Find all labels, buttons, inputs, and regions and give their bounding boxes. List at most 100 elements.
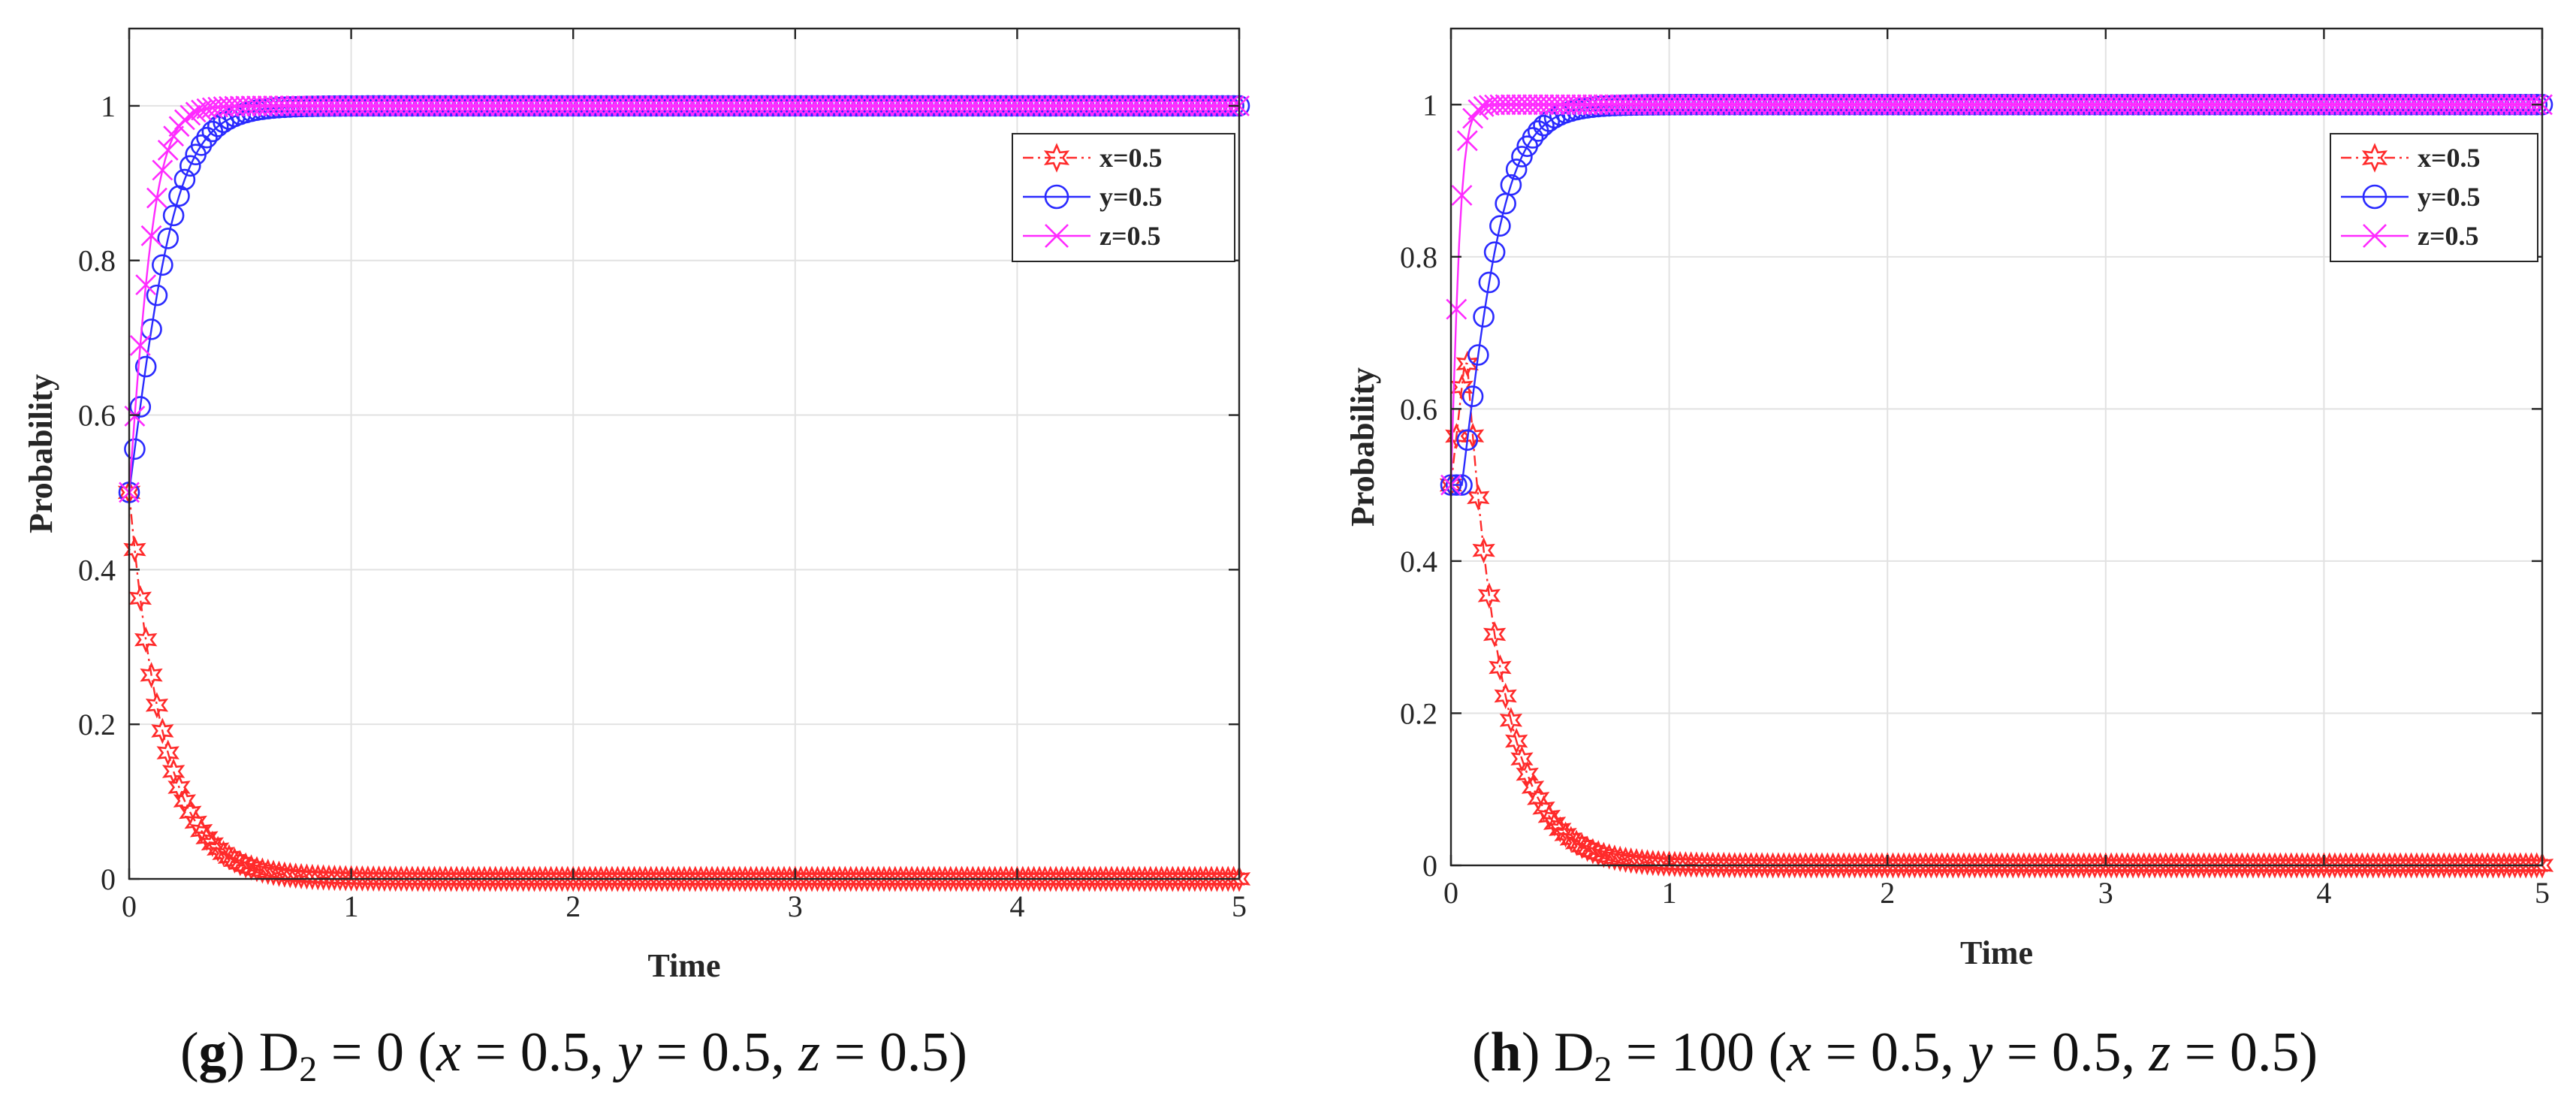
series-z05-marker-83 (579, 95, 601, 116)
series-y05-marker-1 (124, 438, 146, 460)
series-x05-marker-6 (151, 717, 174, 744)
y-tick-label-0: 0 (1422, 849, 1437, 883)
series-z05-marker-194 (2499, 94, 2520, 116)
series-z05-marker-56 (429, 95, 451, 116)
series-z05-marker-192 (2487, 94, 2509, 116)
y-tick-label-1: 0.2 (1400, 696, 1437, 730)
series-z05-marker-5 (1467, 99, 1489, 120)
series-z05-marker-126 (2128, 94, 2149, 116)
series-z05-marker-61 (1773, 94, 1795, 116)
series-z05-marker-30 (1604, 94, 1625, 116)
x-tick-label-1: 1 (1662, 876, 1677, 910)
series-z05-marker-106 (707, 95, 728, 116)
series-y05-marker-15 (1522, 127, 1544, 149)
series-z05-marker-41 (346, 95, 367, 116)
series-z05-marker-129 (2144, 94, 2166, 116)
series-z05-marker-21 (235, 95, 257, 117)
series-z05-marker-64 (1790, 94, 1811, 116)
series-z05-marker-74 (529, 95, 550, 116)
series-z05-marker-124 (807, 95, 828, 116)
legend-1-marker-0 (2362, 184, 2387, 210)
legend-label-0: x=0.5 (2418, 143, 2481, 173)
series-z05-marker-100 (674, 95, 695, 116)
series-z05-marker-190 (1173, 95, 1195, 116)
series-z05-marker-176 (2400, 94, 2422, 116)
series-z05-marker-122 (795, 95, 817, 116)
series-z05-marker-55 (424, 95, 445, 116)
series-z05-marker-198 (1217, 95, 1239, 116)
series-z05-marker-41 (1664, 94, 1685, 116)
series-x05-marker-10 (1494, 682, 1517, 709)
series-z05-marker-62 (463, 95, 484, 116)
series-z05-marker-57 (1751, 94, 1773, 116)
series-z05-marker-51 (1718, 94, 1740, 116)
series-z05-marker-77 (546, 95, 567, 116)
series-x05-marker-18 (217, 844, 241, 871)
series-x05-marker-1 (123, 536, 146, 563)
legend-label-0: x=0.5 (1099, 143, 1163, 173)
series-x05-marker-14 (1516, 761, 1539, 788)
series-z05-marker-126 (818, 95, 840, 116)
series-z05-marker-1 (124, 405, 146, 427)
series-z05-marker-135 (2176, 94, 2198, 116)
x-tick-label-5: 5 (2535, 876, 2550, 910)
series-z05-marker-174 (2390, 94, 2412, 116)
series-z05-marker-65 (479, 95, 501, 116)
series-y05-marker-11 (179, 155, 201, 177)
series-z05-marker-134 (862, 95, 884, 116)
series-z05-marker-62 (1778, 94, 1800, 116)
series-z05-marker-50 (1713, 94, 1735, 116)
legend-label-2: z=0.5 (1099, 221, 1161, 251)
series-z05-marker-107 (2024, 94, 2046, 116)
series-z05-marker-140 (2204, 94, 2226, 116)
series-z05-marker-29 (1598, 94, 1620, 116)
series-z05-marker-124 (2116, 94, 2138, 116)
series-z05-marker-75 (1849, 94, 1871, 116)
series-z05-marker-31 (1609, 94, 1631, 116)
series-z05-marker-26 (263, 95, 285, 116)
series-x05-marker-21 (1554, 821, 1577, 848)
series-y05-marker-5 (146, 284, 168, 306)
series-z05-marker-84 (1899, 94, 1920, 116)
series-y05-marker-6 (152, 254, 173, 276)
series-z05-marker-176 (1095, 95, 1117, 116)
series-z05-marker-2 (1451, 185, 1473, 206)
series-x05-marker-18 (1537, 803, 1561, 830)
x-tick-label-0: 0 (122, 889, 137, 923)
series-z05-marker-72 (518, 95, 539, 116)
series-z05-marker-71 (1827, 94, 1849, 116)
series-z05-marker-81 (1882, 94, 1904, 116)
x-tick-label-1: 1 (344, 889, 359, 923)
series-z05 (119, 95, 1250, 503)
series-z05-marker-40 (340, 95, 362, 116)
series-z05-marker-173 (2384, 94, 2406, 116)
series-z05-marker-172 (1073, 95, 1094, 116)
y-tick-label-2: 0.4 (1400, 545, 1437, 578)
x-tick-label-4: 4 (2316, 876, 2331, 910)
series-z05-marker-162 (1018, 95, 1039, 116)
panel-caption: (h) D2 = 100 (x = 0.5, y = 0.5, z = 0.5) (1472, 1022, 2318, 1089)
series-z05-marker-54 (1735, 94, 1757, 116)
series-z05-marker-132 (2161, 94, 2182, 116)
series-y05-marker-9 (168, 185, 190, 207)
series-z05-marker-171 (1067, 95, 1089, 116)
x-tick-label-2: 2 (566, 889, 581, 923)
series-z05-marker-98 (1975, 94, 1996, 116)
series-y05-marker-11 (1500, 174, 1522, 196)
series-z05-marker-40 (1658, 94, 1680, 116)
series-y05-marker-7 (1478, 271, 1501, 294)
series-z05-marker-189 (2472, 94, 2493, 116)
series-z05-marker-86 (1909, 94, 1931, 116)
series-z05-marker-53 (412, 95, 434, 116)
series-z05-marker-55 (1740, 94, 1762, 116)
series-z05-marker-88 (1920, 94, 1942, 116)
series-z05-marker-47 (379, 95, 401, 116)
series-z05-marker-114 (751, 95, 773, 116)
series-z05-marker-102 (684, 95, 706, 116)
series-z05-marker-36 (318, 95, 339, 116)
series-z05-marker-18 (1538, 94, 1560, 116)
series-z05-marker-30 (285, 95, 306, 116)
series-z05-marker-98 (662, 95, 684, 116)
series-z05-marker-76 (1855, 94, 1877, 116)
series-z05-marker-19 (1544, 94, 1565, 116)
